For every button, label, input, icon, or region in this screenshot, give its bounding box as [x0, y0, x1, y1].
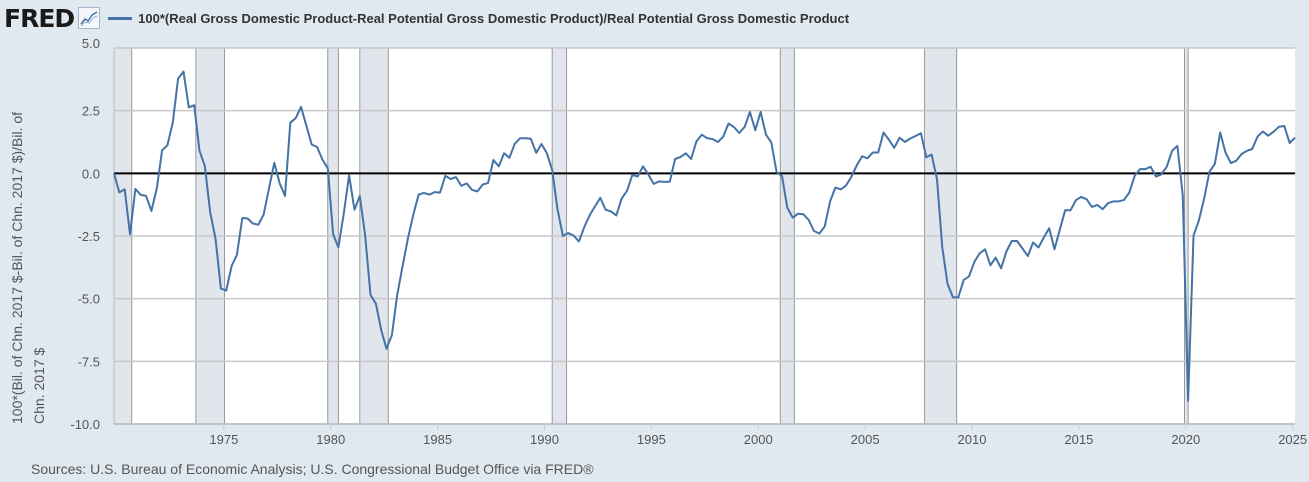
x-tick-label: 2010	[958, 432, 987, 447]
x-tick-label: 2020	[1171, 432, 1200, 447]
x-tick-label: 1985	[423, 432, 452, 447]
legend-swatch	[108, 16, 133, 20]
x-tick-labels: 1975 1980 1985 1990 1995 2000 2005 2010 2015 2020…	[209, 424, 1307, 447]
y-tick-labels: 5.0 2.5 0.0 -2.5 -5.0 -7.5 -10.0	[70, 36, 100, 432]
y-axis-label: 100*(Bil. of Chn. 2017 $-Bil. of Chn. 20…	[9, 112, 25, 424]
y-tick-label: 2.5	[82, 104, 100, 119]
x-tick-label: 2000	[744, 432, 773, 447]
source-note: Sources: U.S. Bureau of Economic Analysi…	[31, 461, 594, 477]
y-axis-label-line-1: 100*(Bil. of Chn. 2017 $-Bil. of Chn. 20…	[9, 112, 25, 424]
line-chart-icon	[78, 7, 101, 29]
x-tick-label: 2005	[851, 432, 880, 447]
y-tick-label: -2.5	[78, 229, 100, 244]
y-tick-label: 0.0	[82, 166, 100, 181]
x-tick-label: 2025	[1278, 432, 1307, 447]
x-tick-label: 1990	[530, 432, 559, 447]
y-tick-label: -5.0	[78, 292, 100, 307]
x-tick-label: 1980	[316, 432, 345, 447]
y-axis-label-2: Chn. 2017 $	[31, 348, 47, 424]
fred-logo[interactable]: FRED	[4, 3, 75, 33]
x-tick-label: 1995	[637, 432, 666, 447]
x-tick-label: 2015	[1064, 432, 1093, 447]
y-tick-label: 5.0	[82, 36, 100, 51]
y-axis-label-line-2: Chn. 2017 $	[31, 348, 47, 424]
x-tick-label: 1975	[209, 432, 238, 447]
legend-label[interactable]: 100*(Real Gross Domestic Product-Real Po…	[138, 10, 850, 26]
y-tick-label: -7.5	[78, 354, 100, 369]
y-tick-label: -10.0	[70, 417, 100, 432]
chart-header: FRED 100*(Real Gross Domestic Product-Re…	[4, 3, 850, 33]
series-line[interactable]	[113, 70, 1296, 402]
